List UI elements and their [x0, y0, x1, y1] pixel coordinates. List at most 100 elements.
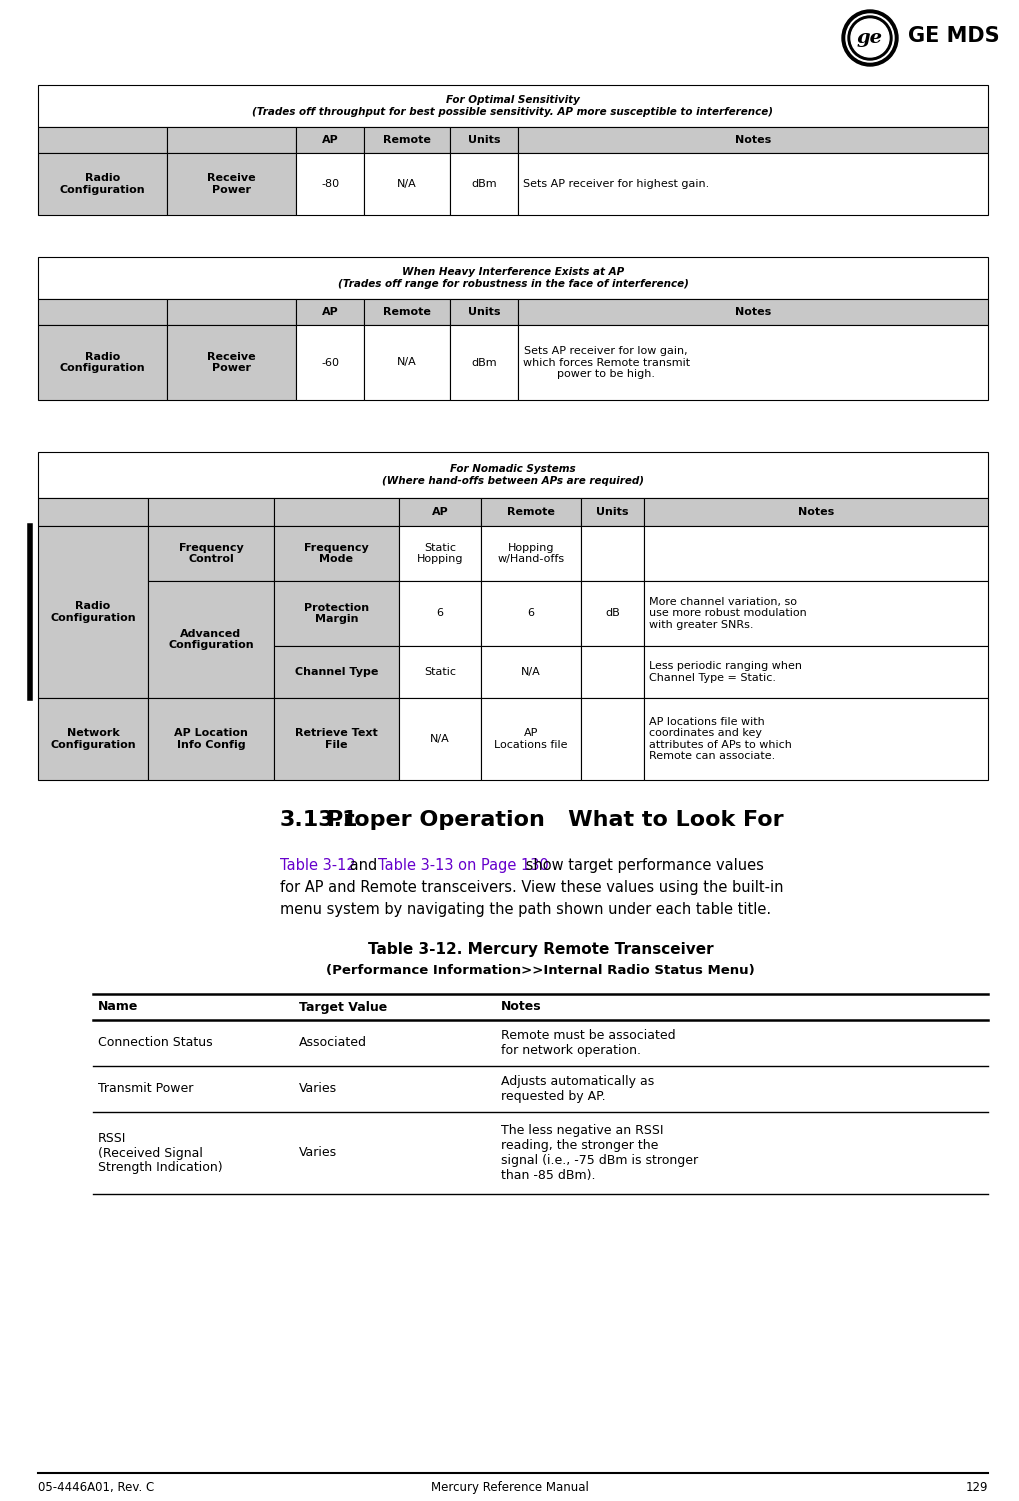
Text: Table 3-13 on Page 130: Table 3-13 on Page 130: [377, 859, 548, 874]
Text: Channel Type: Channel Type: [294, 666, 378, 677]
Text: Connection Status: Connection Status: [98, 1037, 212, 1049]
Text: Protection
Margin: Protection Margin: [304, 603, 369, 624]
Bar: [398, 645, 480, 698]
Bar: [449, 128, 518, 153]
Bar: [398, 498, 480, 525]
Bar: [297, 128, 364, 153]
Text: and: and: [344, 859, 381, 874]
Text: dB: dB: [605, 608, 620, 618]
Text: ge: ge: [856, 29, 882, 47]
Text: For Optimal Sensitivity
(Trades off throughput for best possible sensitivity. AP: For Optimal Sensitivity (Trades off thro…: [253, 95, 772, 117]
Bar: [167, 128, 297, 153]
Text: Proper Operation   What to Look For: Proper Operation What to Look For: [327, 811, 783, 830]
Text: 05-4446A01, Rev. C: 05-4446A01, Rev. C: [38, 1481, 154, 1493]
Text: Associated: Associated: [300, 1037, 367, 1049]
Bar: [297, 326, 364, 399]
Text: Hopping
w/Hand-offs: Hopping w/Hand-offs: [497, 543, 565, 564]
Text: Notes: Notes: [734, 308, 770, 317]
Text: Receive
Power: Receive Power: [207, 351, 256, 374]
Text: Notes: Notes: [734, 135, 770, 146]
Text: N/A: N/A: [396, 179, 417, 189]
Bar: [38, 326, 167, 399]
Bar: [480, 498, 581, 525]
Text: Network
Configuration: Network Configuration: [50, 728, 136, 750]
Text: Receive
Power: Receive Power: [207, 173, 256, 195]
Bar: [38, 153, 167, 215]
Text: Units: Units: [468, 308, 499, 317]
Circle shape: [850, 20, 889, 57]
Text: Less periodic ranging when
Channel Type = Static.: Less periodic ranging when Channel Type …: [648, 662, 801, 683]
Bar: [449, 153, 518, 215]
Text: Static: Static: [424, 666, 455, 677]
Text: RSSI
(Received Signal
Strength Indication): RSSI (Received Signal Strength Indicatio…: [98, 1132, 222, 1174]
Text: Name: Name: [98, 1001, 139, 1013]
Bar: [518, 299, 987, 326]
Text: Advanced
Configuration: Advanced Configuration: [168, 629, 254, 650]
Bar: [480, 581, 581, 645]
Bar: [38, 452, 987, 498]
Text: Sets AP receiver for highest gain.: Sets AP receiver for highest gain.: [522, 179, 708, 189]
Bar: [364, 299, 449, 326]
Text: GE MDS: GE MDS: [907, 26, 999, 47]
Bar: [297, 153, 364, 215]
Text: dBm: dBm: [471, 179, 496, 189]
Bar: [148, 581, 273, 698]
Bar: [273, 525, 398, 581]
Bar: [38, 698, 148, 781]
Bar: [38, 86, 987, 128]
Text: -80: -80: [321, 179, 339, 189]
Text: show target performance values: show target performance values: [521, 859, 763, 874]
Text: menu system by navigating the path shown under each table title.: menu system by navigating the path shown…: [280, 902, 770, 917]
Bar: [148, 525, 273, 581]
Text: N/A: N/A: [396, 357, 417, 368]
Bar: [643, 581, 987, 645]
Text: 3.13.1: 3.13.1: [280, 811, 358, 830]
Circle shape: [847, 17, 892, 60]
Bar: [581, 498, 643, 525]
Text: Frequency
Control: Frequency Control: [178, 543, 244, 564]
Bar: [297, 299, 364, 326]
Text: Notes: Notes: [797, 507, 834, 516]
Text: AP: AP: [321, 308, 338, 317]
Text: Units: Units: [468, 135, 499, 146]
Bar: [449, 299, 518, 326]
Bar: [273, 698, 398, 781]
Bar: [398, 581, 480, 645]
Text: Adjusts automatically as
requested by AP.: Adjusts automatically as requested by AP…: [500, 1075, 653, 1103]
Text: Varies: Varies: [300, 1147, 337, 1159]
Text: Frequency
Mode: Frequency Mode: [304, 543, 368, 564]
Bar: [38, 525, 148, 698]
Circle shape: [845, 14, 893, 62]
Text: The less negative an RSSI
reading, the stronger the
signal (i.e., -75 dBm is str: The less negative an RSSI reading, the s…: [500, 1124, 697, 1181]
Text: Remote: Remote: [383, 135, 431, 146]
Bar: [480, 698, 581, 781]
Text: AP locations file with
coordinates and key
attributes of APs to which
Remote can: AP locations file with coordinates and k…: [648, 716, 791, 761]
Bar: [518, 153, 987, 215]
Bar: [38, 257, 987, 299]
Text: 129: 129: [965, 1481, 987, 1493]
Text: Units: Units: [596, 507, 629, 516]
Bar: [273, 581, 398, 645]
Bar: [364, 153, 449, 215]
Bar: [398, 698, 480, 781]
Bar: [167, 153, 297, 215]
Text: 6: 6: [436, 608, 443, 618]
Text: When Heavy Interference Exists at AP
(Trades off range for robustness in the fac: When Heavy Interference Exists at AP (Tr…: [337, 267, 688, 288]
Bar: [167, 326, 297, 399]
Text: Remote: Remote: [506, 507, 554, 516]
Bar: [38, 498, 148, 525]
Text: Radio
Configuration: Radio Configuration: [60, 173, 146, 195]
Bar: [38, 299, 167, 326]
Text: Table 3-12: Table 3-12: [280, 859, 356, 874]
Text: For Nomadic Systems
(Where hand-offs between APs are required): For Nomadic Systems (Where hand-offs bet…: [382, 464, 643, 486]
Text: Radio
Configuration: Radio Configuration: [50, 602, 136, 623]
Text: dBm: dBm: [471, 357, 496, 368]
Bar: [581, 698, 643, 781]
Text: AP: AP: [431, 507, 447, 516]
Bar: [167, 299, 297, 326]
Bar: [148, 498, 273, 525]
Bar: [364, 326, 449, 399]
Text: Sets AP receiver for low gain,
which forces Remote transmit
power to be high.: Sets AP receiver for low gain, which for…: [522, 345, 689, 380]
Text: Retrieve Text
File: Retrieve Text File: [294, 728, 377, 750]
Bar: [480, 525, 581, 581]
